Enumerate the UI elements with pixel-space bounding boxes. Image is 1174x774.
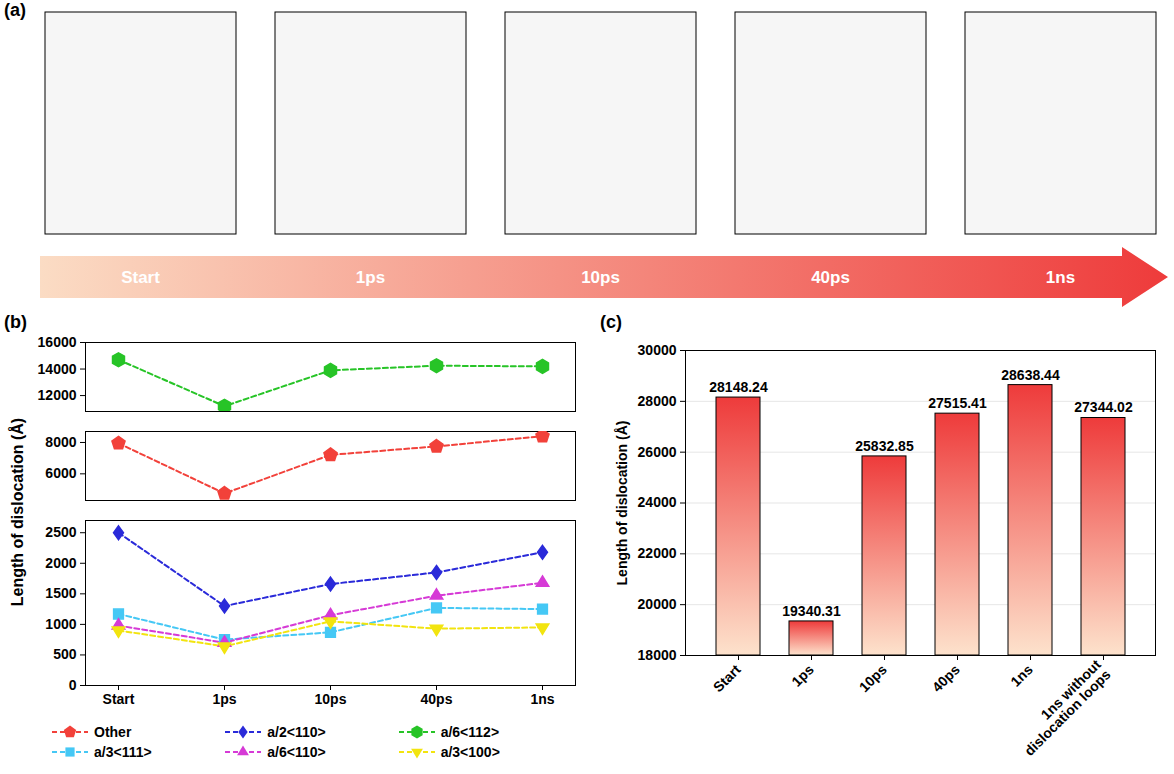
svg-text:500: 500 — [53, 646, 77, 662]
svg-text:2500: 2500 — [45, 524, 76, 540]
svg-text:30000: 30000 — [638, 342, 677, 358]
svg-text:14000: 14000 — [38, 361, 77, 377]
svg-text:20000: 20000 — [638, 596, 677, 612]
html-text:Other: Other — [94, 724, 132, 740]
svg-text:27344.02: 27344.02 — [1074, 399, 1133, 415]
svg-text:Length of dislocation (Å): Length of dislocation (Å) — [614, 421, 630, 586]
svg-text:1500: 1500 — [45, 585, 76, 601]
html-text:a/6<112>: a/6<112> — [440, 724, 500, 740]
svg-text:0: 0 — [69, 677, 77, 693]
svg-text:1ps: 1ps — [788, 661, 817, 690]
svg-text:1ns withoutdislocation loops: 1ns withoutdislocation loops — [1011, 656, 1114, 759]
svg-text:28638.44: 28638.44 — [1001, 367, 1060, 383]
svg-text:16000: 16000 — [38, 334, 77, 350]
html-text:a/3<111>: a/3<111> — [94, 744, 152, 760]
svg-text:10ps: 10ps — [315, 691, 347, 707]
html-text:(b): (b) — [4, 312, 27, 332]
svg-text:28000: 28000 — [638, 393, 677, 409]
svg-text:28148.24: 28148.24 — [709, 379, 768, 395]
svg-text:40ps: 40ps — [421, 691, 453, 707]
html-text:a/2<110>: a/2<110> — [267, 724, 326, 740]
svg-text:19340.31: 19340.31 — [782, 603, 841, 619]
html-text:a/6<110>: a/6<110> — [267, 744, 326, 760]
svg-text:10ps: 10ps — [581, 268, 620, 287]
svg-text:Start: Start — [103, 691, 135, 707]
svg-text:10ps: 10ps — [856, 661, 890, 695]
svg-text:22000: 22000 — [638, 545, 677, 561]
svg-text:1000: 1000 — [45, 616, 76, 632]
svg-text:6000: 6000 — [45, 465, 76, 481]
svg-text:1ns: 1ns — [1046, 268, 1075, 287]
svg-text:Start: Start — [710, 661, 744, 695]
svg-text:1ps: 1ps — [356, 268, 385, 287]
svg-text:2000: 2000 — [45, 555, 76, 571]
svg-text:25832.85: 25832.85 — [855, 438, 914, 454]
html-text:Length of dislocation (Å): Length of dislocation (Å) — [9, 417, 26, 607]
html-text:(a): (a) — [4, 0, 26, 20]
svg-text:1ps: 1ps — [212, 691, 236, 707]
svg-text:8000: 8000 — [45, 434, 76, 450]
html-text:(c): (c) — [600, 312, 622, 332]
html-text:a/3<100>: a/3<100> — [440, 744, 500, 760]
svg-text:12000: 12000 — [38, 387, 77, 403]
svg-text:27515.41: 27515.41 — [928, 395, 987, 411]
svg-text:40ps: 40ps — [929, 661, 963, 695]
svg-text:1ns: 1ns — [530, 691, 554, 707]
svg-text:40ps: 40ps — [811, 268, 850, 287]
svg-text:Start: Start — [121, 268, 160, 287]
svg-text:26000: 26000 — [638, 444, 677, 460]
svg-text:1ns: 1ns — [1007, 661, 1036, 690]
svg-text:24000: 24000 — [638, 494, 677, 510]
svg-text:18000: 18000 — [638, 647, 677, 663]
